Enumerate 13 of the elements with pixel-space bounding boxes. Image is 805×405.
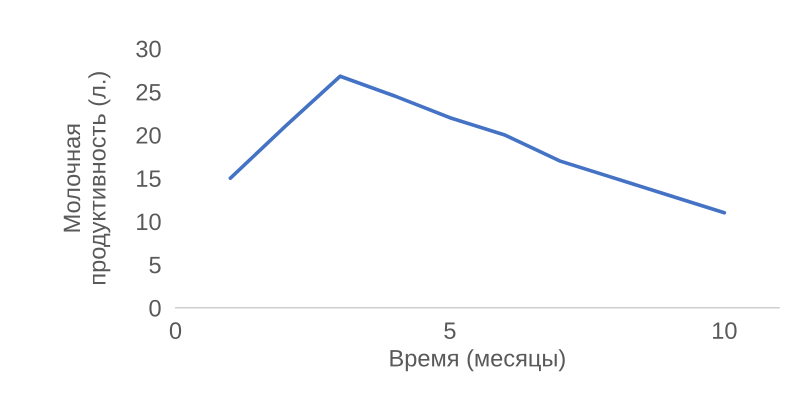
x-tick-label: 5: [444, 322, 456, 340]
x-tick-label: 10: [713, 322, 737, 340]
y-tick-label: 5: [149, 256, 161, 274]
y-tick-label: 15: [137, 170, 161, 187]
y-tick-label: 30: [136, 40, 161, 58]
x-tick-label: 0: [170, 322, 182, 340]
x-axis-title: Время (месяцы): [390, 349, 565, 372]
y-tick-label: 10: [137, 213, 161, 230]
y-tick-label: 25: [136, 84, 161, 101]
y-tick-label: 20: [136, 127, 161, 144]
y-tick-label: 0: [149, 300, 161, 317]
y-axis-title: Молочная продуктивность (л.): [64, 72, 110, 284]
line-series: [228, 74, 726, 215]
